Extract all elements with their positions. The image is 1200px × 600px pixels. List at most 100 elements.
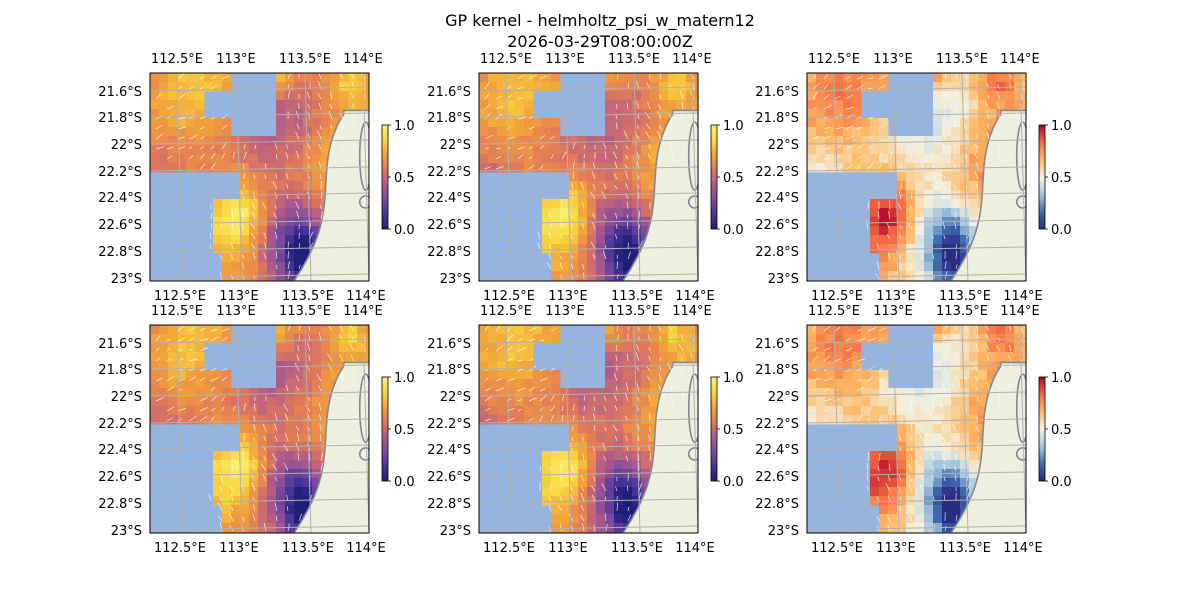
lon-tick-top: 113.5°E — [279, 52, 331, 67]
lat-tick: 22°S — [440, 138, 471, 153]
current-vectors — [484, 73, 697, 280]
lat-tick: 23°S — [440, 272, 471, 287]
lon-tick-bottom: 113.5°E — [939, 541, 991, 556]
map-frame — [149, 324, 370, 534]
islet — [358, 447, 369, 461]
title-line-1: GP kernel - helmholtz_psi_w_matern12 — [445, 11, 755, 30]
lat-tick: 22.6°S — [98, 470, 142, 485]
islet — [1015, 447, 1026, 461]
lon-tick-bottom: 113°E — [548, 289, 588, 304]
lat-tick: 22.4°S — [755, 191, 799, 206]
colorbar-tick: 0.5 — [723, 171, 744, 186]
island — [687, 121, 698, 191]
map-content — [807, 73, 1026, 281]
lat-tick: 22.2°S — [427, 417, 471, 432]
lon-tick-bottom: 112.5°E — [154, 289, 206, 304]
lat-tick: 22°S — [111, 390, 142, 405]
colorbar — [1038, 376, 1046, 482]
lat-tick: 23°S — [768, 272, 799, 287]
gridlines — [150, 325, 369, 533]
lon-tick-top: 113.5°E — [608, 304, 660, 319]
colorbar-tick: 0.0 — [723, 223, 744, 238]
field-cells — [807, 325, 1026, 533]
lon-tick-top: 112.5°E — [808, 52, 860, 67]
map-frame — [149, 72, 370, 282]
colorbar-tick: 0.5 — [394, 423, 415, 438]
lon-tick-top: 113°E — [545, 52, 585, 67]
lon-tick-bottom: 114°E — [1003, 289, 1043, 304]
colorbar-tick: 0.0 — [1051, 475, 1072, 490]
lon-tick-top: 112.5°E — [808, 304, 860, 319]
islet — [687, 195, 698, 209]
lon-tick-top: 113°E — [216, 52, 256, 67]
map-panel-1: 112.5°E 112.5°E 113°E 113°E 113.5°E 113.5°E 11… — [98, 52, 414, 304]
colorbar-tick: 0.0 — [1051, 223, 1072, 238]
colorbar-tick: 1.0 — [1051, 371, 1072, 386]
lat-tick: 22.2°S — [98, 165, 142, 180]
lat-tick: 21.8°S — [98, 363, 142, 378]
lon-tick-bottom: 113.5°E — [282, 541, 334, 556]
colorbar — [710, 376, 718, 482]
lon-tick-top: 112.5°E — [480, 52, 532, 67]
lon-tick-top: 114°E — [1000, 52, 1040, 67]
figure-title: GP kernel - helmholtz_psi_w_matern12 202… — [0, 10, 1200, 52]
colorbar-tick: 0.0 — [394, 223, 415, 238]
gridlines — [150, 73, 369, 281]
colorbar-tick: 1.0 — [1051, 119, 1072, 134]
lat-tick: 23°S — [111, 272, 142, 287]
lon-tick-bottom: 114°E — [346, 289, 386, 304]
lon-tick-top: 113°E — [216, 304, 256, 319]
lon-tick-bottom: 113°E — [219, 541, 259, 556]
lon-tick-bottom: 113.5°E — [611, 289, 663, 304]
lat-tick: 22.6°S — [755, 470, 799, 485]
lat-tick: 22.2°S — [755, 165, 799, 180]
lon-tick-top: 113.5°E — [936, 52, 988, 67]
colorbar — [381, 124, 389, 230]
title-line-2: 2026-03-29T08:00:00Z — [507, 32, 693, 51]
lat-tick: 22°S — [111, 138, 142, 153]
lat-tick: 22.6°S — [755, 218, 799, 233]
lat-tick: 22.2°S — [755, 417, 799, 432]
map-frame — [806, 72, 1027, 282]
lon-tick-top: 113°E — [873, 52, 913, 67]
map-panel-6: 112.5°E 112.5°E 113°E 113°E 113.5°E 113.5°E 11… — [755, 304, 1071, 556]
lat-tick: 22.8°S — [755, 245, 799, 260]
lon-tick-top: 114°E — [343, 304, 383, 319]
map-content — [150, 325, 369, 533]
lon-tick-bottom: 114°E — [1003, 541, 1043, 556]
lon-tick-bottom: 112.5°E — [811, 289, 863, 304]
lat-tick: 22.6°S — [427, 470, 471, 485]
lat-tick: 22.4°S — [427, 443, 471, 458]
lon-tick-top: 114°E — [343, 52, 383, 67]
islet — [1015, 195, 1026, 209]
lat-tick: 21.8°S — [755, 111, 799, 126]
lat-tick: 22.8°S — [98, 245, 142, 260]
map-frame — [478, 72, 699, 282]
lon-tick-bottom: 112.5°E — [483, 289, 535, 304]
lat-tick: 21.8°S — [98, 111, 142, 126]
colorbar-tick: 1.0 — [394, 119, 415, 134]
current-vectors — [484, 325, 696, 532]
lon-tick-top: 113°E — [545, 304, 585, 319]
map-panel-5: 112.5°E 112.5°E 113°E 113°E 113.5°E 113.5°E 11… — [427, 304, 743, 556]
colorbar — [710, 124, 718, 230]
lat-tick: 22°S — [768, 138, 799, 153]
colorbar-tick: 0.5 — [1051, 171, 1072, 186]
lon-tick-top: 112.5°E — [151, 304, 203, 319]
lat-tick: 21.6°S — [755, 85, 799, 100]
lat-tick: 22°S — [440, 390, 471, 405]
lon-tick-bottom: 113.5°E — [282, 289, 334, 304]
lon-tick-bottom: 113°E — [876, 541, 916, 556]
lat-tick: 22.4°S — [98, 191, 142, 206]
lon-tick-bottom: 113.5°E — [939, 289, 991, 304]
gridlines — [807, 325, 1026, 533]
lon-tick-bottom: 113°E — [876, 289, 916, 304]
lat-tick: 22.2°S — [98, 417, 142, 432]
lat-tick: 22.4°S — [98, 443, 142, 458]
map-content — [479, 325, 698, 533]
lat-tick: 21.6°S — [755, 337, 799, 352]
lat-tick: 22.8°S — [427, 497, 471, 512]
colorbar — [1038, 124, 1046, 230]
lat-tick: 22°S — [768, 390, 799, 405]
